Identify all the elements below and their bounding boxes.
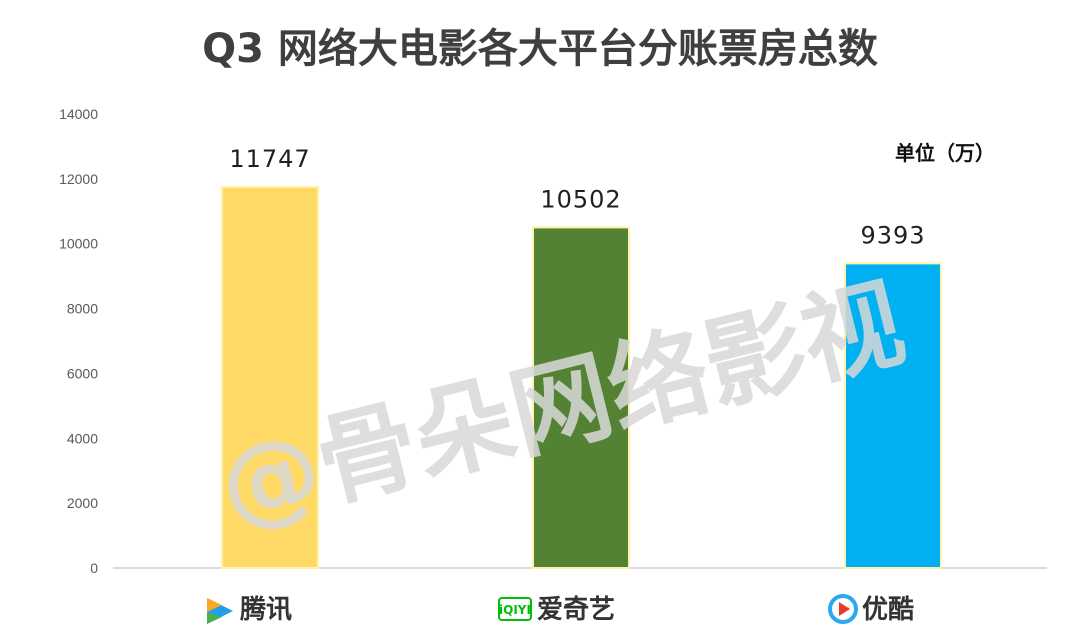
y-axis: 0 2000 4000 6000 8000 10000 12000 14000: [59, 106, 98, 576]
bar-1: [221, 186, 319, 569]
y-tick-label: 2000: [67, 495, 98, 511]
unit-label: 单位（万）: [895, 141, 995, 165]
category-label-3: 优酷: [862, 595, 914, 625]
category-label-1: 腾讯: [240, 595, 292, 625]
data-label-3: 9393: [860, 221, 925, 249]
y-tick-label: 10000: [59, 236, 98, 252]
bar-series: 11747 10502 9393: [221, 145, 942, 569]
iqiyi-logo-icon: iQIYI: [498, 597, 532, 621]
y-tick-label: 6000: [67, 365, 98, 381]
y-tick-label: 0: [90, 560, 98, 576]
x-axis-categories: iQIYI 腾讯 爱奇艺 优酷: [207, 594, 914, 625]
data-label-1: 11747: [229, 145, 310, 173]
tencent-video-logo-icon: [207, 598, 233, 624]
y-tick-label: 4000: [67, 430, 98, 446]
youku-logo-icon: [828, 594, 858, 624]
bar-2: [532, 226, 630, 569]
data-label-2: 10502: [540, 185, 621, 213]
svg-text:iQIYI: iQIYI: [499, 603, 531, 617]
y-tick-label: 14000: [59, 106, 98, 122]
bar-3: [844, 262, 942, 569]
y-tick-label: 12000: [59, 171, 98, 187]
chart-title: Q3 网络大电影各大平台分账票房总数: [202, 26, 878, 72]
y-tick-label: 8000: [67, 301, 98, 317]
category-label-2: 爱奇艺: [537, 595, 615, 625]
